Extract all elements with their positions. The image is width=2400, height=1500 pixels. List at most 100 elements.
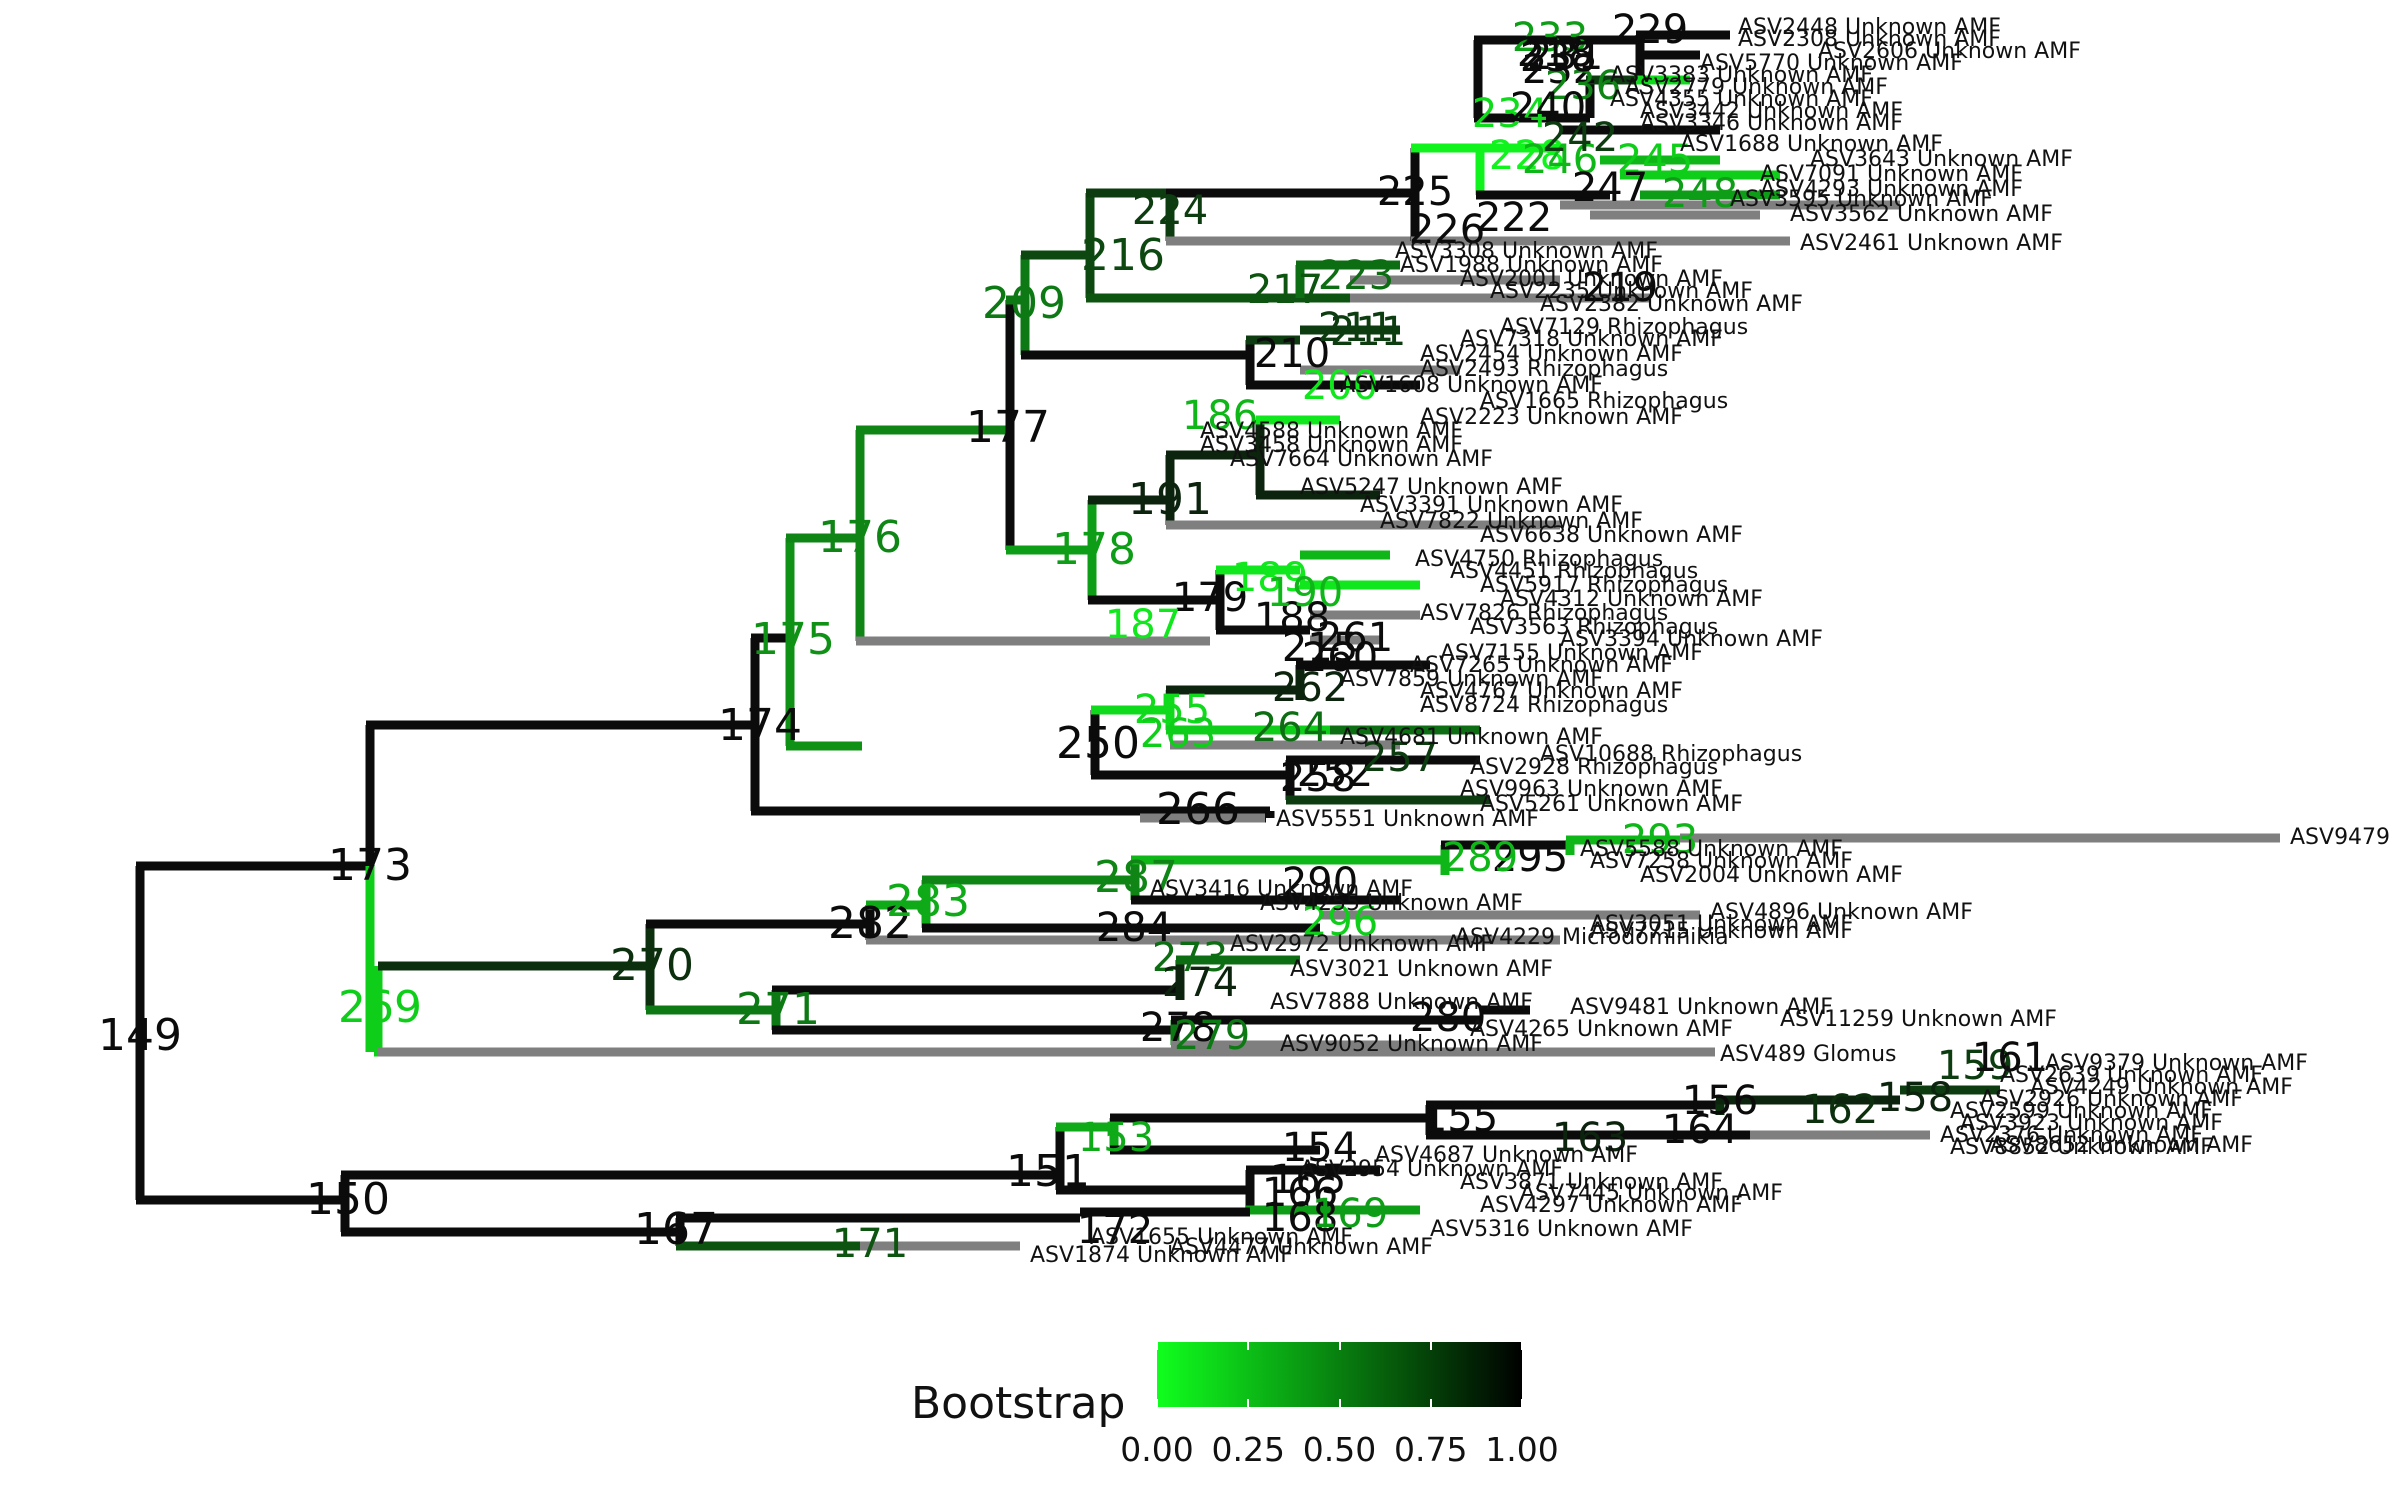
node-label: 173 xyxy=(328,840,412,891)
node-label: 216 xyxy=(1081,230,1165,281)
tip-label: ASV3391 Unknown AMF xyxy=(1360,493,1623,518)
tip-label: ASV4588 Unknown AMF xyxy=(1200,419,1463,444)
tip-label: ASV489 Glomus xyxy=(1720,1042,1897,1067)
tip-label: ASV4451 Rhizophagus xyxy=(1450,559,1698,584)
node-label: 154 xyxy=(1282,1125,1358,1171)
tip-label: ASV8852 Unknown AMF xyxy=(1950,1135,2213,1160)
node-label: 215 xyxy=(1282,625,1358,671)
node-label: 161 xyxy=(1972,1035,2048,1081)
tip-label: ASV3563 Rhizophagus xyxy=(1470,615,1718,640)
tip-label: ASV2606 Unknown AMF xyxy=(1818,39,2081,64)
tip-label: ASV4229 Microdominikia xyxy=(1455,925,1729,950)
tip-label: ASV1665 Rhizophagus xyxy=(1480,389,1728,414)
tip-label: ASV7715 Unknown AMF xyxy=(1590,919,1853,944)
tip-label: ASV1688 Unknown AMF xyxy=(1680,132,1943,157)
tip-label: ASV7318 Unknown AMF xyxy=(1460,327,1723,352)
node-label: 234 xyxy=(1472,91,1548,137)
tip-label: ASV2928 Rhizophagus xyxy=(1470,755,1718,780)
node-label: 176 xyxy=(818,512,902,563)
tip-label: ASV2454 Unknown AMF xyxy=(1420,342,1683,367)
node-label: 188 xyxy=(1254,595,1330,641)
node-label: 287 xyxy=(1094,852,1178,903)
tip-label: ASV5247 Unknown AMF xyxy=(1300,475,1563,500)
node-label: 153 xyxy=(1078,1115,1154,1161)
node-label: 271 xyxy=(736,984,820,1035)
node-label: 175 xyxy=(751,614,835,665)
tip-label: ASV7445 Unknown AMF xyxy=(1520,1181,1783,1206)
node-label: 231 xyxy=(1527,33,1603,79)
node-label: 226 xyxy=(1409,207,1485,253)
tip-label: ASV3383 Unknown AMF xyxy=(1610,63,1873,88)
node-label: 187 xyxy=(1105,602,1181,648)
tip-label: ASV4355 Unknown AMF xyxy=(1610,87,1873,112)
tip-label: ASV9052 Unknown AMF xyxy=(1280,1032,1543,1057)
node-label: 178 xyxy=(1052,524,1136,575)
tip-label: ASV8652 Unknown AMF xyxy=(1990,1133,2253,1158)
tip-label: ASV3458 Unknown AMF xyxy=(1200,433,1463,458)
tip-label: ASV5261 Unknown AMF xyxy=(1480,792,1743,817)
tip-label: ASV4297 Unknown AMF xyxy=(1480,1193,1743,1218)
node-label: 224 xyxy=(1132,188,1208,234)
node-label: 242 xyxy=(1542,115,1618,161)
tree-edges xyxy=(135,30,2280,1251)
tip-label: ASV2493 Rhizophagus xyxy=(1420,357,1668,382)
tip-label: ASV3051 Unknown AMF xyxy=(1590,912,1853,937)
tip-label: ASV2308 Unknown AMF xyxy=(1738,27,2001,52)
tip-label: ASV11259 Unknown AMF xyxy=(1780,1007,2057,1032)
node-label: 164 xyxy=(1662,1107,1738,1153)
node-label: 282 xyxy=(828,898,912,949)
tip-label: ASV4249 Unknown AMF xyxy=(2030,1075,2293,1100)
node-label: 177 xyxy=(966,402,1050,453)
node-label: 252 xyxy=(1297,750,1373,796)
tip-label: ASV2223 Unknown AMF xyxy=(1420,405,1683,430)
tip-label: ASV7826 Rhizophagus xyxy=(1420,601,1668,626)
node-label: 289 xyxy=(1442,835,1518,881)
tip-label: ASV1874 Unknown AMF xyxy=(1030,1243,1293,1268)
tip-label: ASV3562 Unknown AMF xyxy=(1790,202,2053,227)
node-label: 269 xyxy=(338,982,422,1033)
tip-label: ASV7265 Unknown AMF xyxy=(1410,653,1673,678)
node-label: 264 xyxy=(1252,705,1328,751)
tip-label: ASV7822 Unknown AMF xyxy=(1380,509,1643,534)
tip-label: ASV9479 xyxy=(2290,825,2390,850)
tip-label: ASV2779 Unknown AMF xyxy=(1625,75,1888,100)
tip-label: ASV3871 Unknown AMF xyxy=(1460,1170,1723,1195)
tip-label: ASV7888 Unknown AMF xyxy=(1270,990,1533,1015)
node-label: 162 xyxy=(1802,1087,1878,1133)
tip-label: ASV2639 Unknown AMF xyxy=(2000,1063,2263,1088)
tip-label: ASV4687 Unknown AMF xyxy=(1375,1143,1638,1168)
tip-label: ASV1655 Unknown AMF xyxy=(1090,1225,1353,1250)
tip-label: ASV4255 Unknown AMF xyxy=(1260,891,1523,916)
tip-label: ASV7664 Unknown AMF xyxy=(1230,447,1493,472)
tip-label: ASV2448 Unknown AMF xyxy=(1738,15,2001,40)
node-label: 248 xyxy=(1662,171,1738,217)
tip-label: ASV5316 Unknown AMF xyxy=(1430,1217,1693,1242)
node-label: 233 xyxy=(1512,15,1588,61)
tip-label: ASV4293 Unknown AMF xyxy=(1760,177,2023,202)
tip-label: ASV1988 Unknown AMF xyxy=(1400,253,1663,278)
node-label: 238 xyxy=(1520,35,1596,81)
node-label: 189 xyxy=(1232,555,1308,601)
node-label: 283 xyxy=(886,876,970,927)
tip-label: ASV7859 Unknown AMF xyxy=(1340,667,1603,692)
node-label: 186 xyxy=(1182,393,1258,439)
tip-label: ASV4750 Rhizophagus xyxy=(1415,547,1663,572)
node-label: 223 xyxy=(1318,253,1394,299)
tip-label: ASV2461 Unknown AMF xyxy=(1800,231,2063,256)
tip-label: ASV5588 Unknown AMF xyxy=(1580,837,1843,862)
tip-label: ASV3346 Unknown AMF xyxy=(1640,111,1903,136)
tip-label: ASV3308 Unknown AMF xyxy=(1395,239,1658,264)
tip-label: ASV6638 Unknown AMF xyxy=(1480,523,1743,548)
tip-label: ASV2376 Unknown AMF xyxy=(1940,1123,2203,1148)
node-label: 228 xyxy=(1489,133,1565,179)
tip-label: ASV5770 Unknown AMF xyxy=(1700,51,1963,76)
tip-label: ASV5917 Rhizophagus xyxy=(1480,573,1728,598)
node-label: 240 xyxy=(1510,85,1586,131)
tip-label: ASV9963 Unknown AMF xyxy=(1460,777,1723,802)
node-label: 149 xyxy=(98,1010,182,1061)
node-label: 211 xyxy=(1318,305,1394,351)
node-label: 156 xyxy=(1682,1078,1758,1124)
node-label: 263 xyxy=(1140,711,1216,757)
node-label: 150 xyxy=(306,1174,390,1225)
